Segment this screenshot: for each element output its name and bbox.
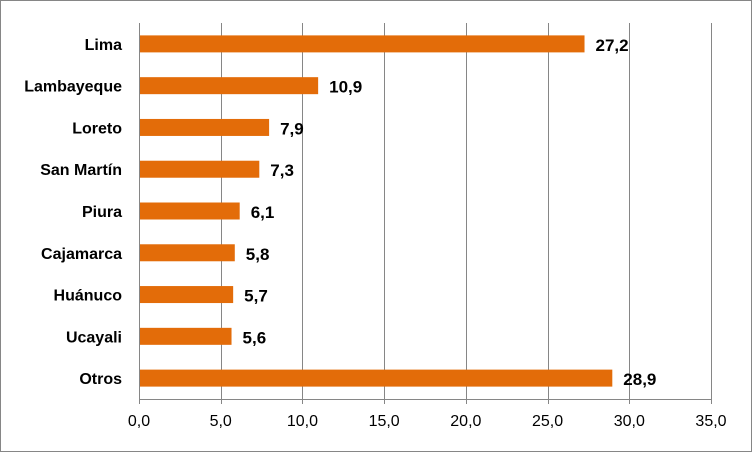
- x-tick-label: 25,0: [532, 413, 563, 430]
- bar: [140, 244, 235, 262]
- bar: [140, 118, 270, 136]
- x-axis-ticks: 0,0 5,0 10,0 15,0 20,0 25,0 30,0 35,0: [128, 399, 727, 430]
- data-label: 5,8: [246, 245, 270, 264]
- category-label: Ucayali: [66, 329, 122, 346]
- data-label: 7,3: [270, 161, 294, 180]
- x-tick-label: 35,0: [695, 413, 726, 430]
- data-label: 7,9: [280, 119, 304, 138]
- category-label: Otros: [79, 371, 122, 388]
- x-tick-label: 5,0: [210, 413, 232, 430]
- data-label: 10,9: [329, 78, 362, 97]
- category-labels: Lima Lambayeque Loreto San Martín Piura Cajam…: [24, 37, 122, 388]
- bar: [140, 327, 232, 345]
- data-label: 6,1: [251, 203, 275, 222]
- category-label: Lambayeque: [24, 79, 122, 96]
- category-label: San Martín: [40, 162, 122, 179]
- x-tick-label: 0,0: [128, 413, 150, 430]
- x-tick-label: 15,0: [369, 413, 400, 430]
- bars: [140, 35, 613, 387]
- value-labels: 27,2 10,9 7,9 7,3 6,1 5,8 5,7 5,6 28,9: [243, 36, 657, 389]
- category-label: Cajamarca: [41, 246, 122, 263]
- bar: [140, 35, 585, 53]
- category-label: Huánuco: [54, 288, 123, 305]
- category-label: Loreto: [72, 120, 122, 137]
- bar: [140, 160, 260, 178]
- bar: [140, 286, 234, 304]
- bar: [140, 77, 319, 95]
- data-label: 27,2: [596, 36, 629, 55]
- x-tick-label: 20,0: [450, 413, 481, 430]
- data-label: 5,7: [244, 287, 268, 306]
- x-tick-label: 10,0: [287, 413, 318, 430]
- category-label: Piura: [82, 204, 122, 221]
- category-label: Lima: [85, 37, 122, 54]
- bar: [140, 369, 613, 387]
- data-label: 5,6: [243, 328, 267, 347]
- bar: [140, 202, 240, 220]
- x-tick-label: 30,0: [614, 413, 645, 430]
- data-label: 28,9: [623, 370, 656, 389]
